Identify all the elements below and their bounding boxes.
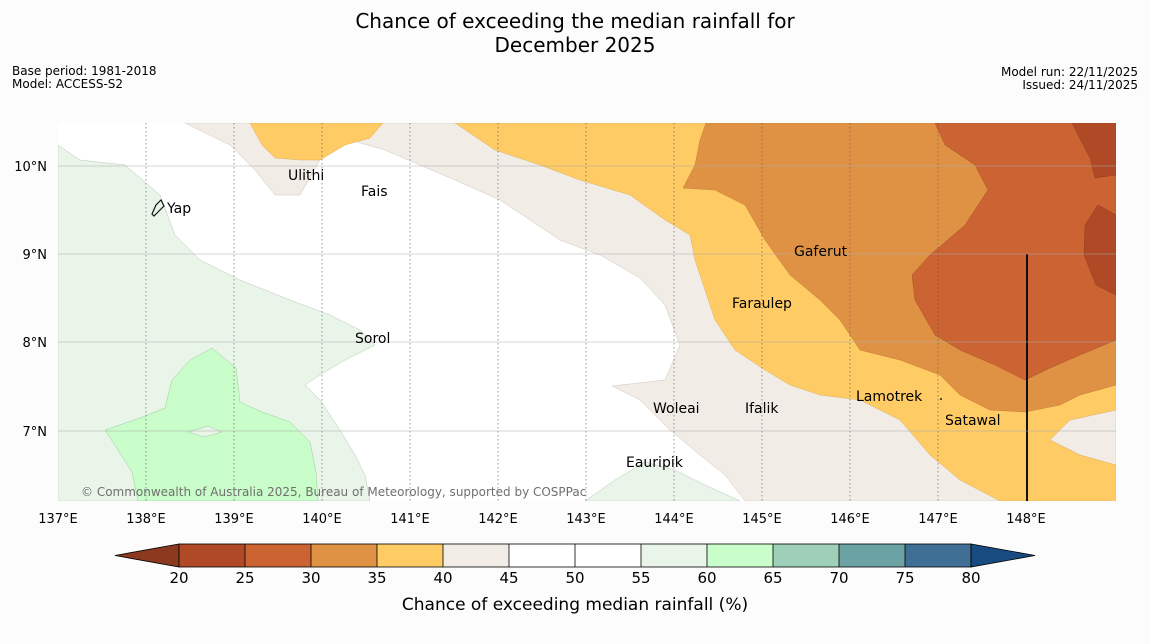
colorbar-bin-30-35	[311, 544, 377, 567]
region-55-60-south	[584, 461, 741, 501]
colorbar-tick: 35	[367, 569, 386, 587]
lon-tick: 146°E	[830, 512, 870, 527]
label-faraulep: Faraulep	[732, 296, 792, 312]
colorbar-label: Chance of exceeding median rainfall (%)	[402, 595, 748, 615]
colorbar-bin-20-25	[179, 544, 245, 567]
lon-tick: 144°E	[654, 512, 694, 527]
lon-tick: 139°E	[214, 512, 254, 527]
colorbar-tick: 80	[961, 569, 980, 587]
lon-tick: 145°E	[742, 512, 782, 527]
colorbar-tick: 50	[565, 569, 584, 587]
meta-left: Base period: 1981-2018 Model: ACCESS-S2	[12, 65, 157, 91]
colorbar-ticks: 20 25 30 35 40 45 50 55 60 65 70 75 80	[169, 569, 980, 587]
colorbar-bin-45-50	[509, 544, 575, 567]
region-35-40-northwest	[249, 123, 384, 161]
title-line-1: Chance of exceeding the median rainfall …	[355, 9, 795, 33]
map-area	[58, 123, 1116, 501]
lat-tick-labels: 10°N 9°N 8°N 7°N	[14, 160, 47, 440]
colorbar-tick: 75	[895, 569, 914, 587]
colorbar-under-arrow	[114, 543, 180, 568]
region-60-65	[104, 347, 319, 501]
lon-tick: 138°E	[126, 512, 166, 527]
colorbar-tick: 30	[301, 569, 320, 587]
lon-tick: 148°E	[1006, 512, 1046, 527]
colorbar-tick: 70	[829, 569, 848, 587]
lon-tick: 147°E	[918, 512, 958, 527]
colorbar-tick: 25	[235, 569, 254, 587]
title-line-2: December 2025	[494, 33, 656, 57]
region-25-30	[911, 123, 1116, 381]
chart-title: Chance of exceeding the median rainfall …	[0, 9, 1150, 57]
label-woleai: Woleai	[653, 401, 700, 417]
colorbar-tick: 40	[433, 569, 452, 587]
base-period-text: Base period: 1981-2018	[12, 64, 157, 78]
lat-tick: 9°N	[23, 248, 48, 263]
meta-right: Model run: 22/11/2025 Issued: 24/11/2025	[1001, 66, 1138, 92]
colorbar-dividers	[244, 544, 906, 567]
colorbar-bin-55-60	[641, 544, 707, 567]
colorbar-bin-25-30	[245, 544, 311, 567]
colorbar-bin-75-80	[905, 544, 971, 567]
label-ifalik: Ifalik	[745, 401, 779, 417]
colorbar-tick: 45	[499, 569, 518, 587]
label-yap: Yap	[166, 201, 191, 217]
lon-tick-labels: 137°E 138°E 139°E 140°E 141°E 142°E 143°…	[38, 512, 1046, 527]
colorbar-over-arrow	[970, 543, 1036, 568]
yap-island-shape	[151, 198, 165, 217]
colorbar-tick: 55	[631, 569, 650, 587]
issued-text: Issued: 24/11/2025	[1022, 78, 1138, 92]
label-lamotrek: Lamotrek	[856, 389, 923, 405]
gridlines	[145, 123, 939, 501]
colorbar-bin-35-40	[377, 544, 443, 567]
colorbar-bin-60-65	[707, 544, 773, 567]
colorbar: 20 25 30 35 40 45 50 55 60 65 70 75 80 C…	[114, 543, 1036, 615]
model-text: Model: ACCESS-S2	[12, 77, 124, 91]
place-labels: Ulithi Fais Yap Gaferut Faraulep Sorol L…	[166, 168, 1000, 471]
place-markers	[940, 398, 942, 400]
lat-gridlines	[58, 165, 1116, 432]
colorbar-tick: 20	[169, 569, 188, 587]
colorbar-tick: 60	[697, 569, 716, 587]
colorbar-bin-40-45	[443, 544, 509, 567]
region-20-25-ne	[1071, 123, 1116, 179]
region-55-60-west	[58, 144, 376, 501]
lon-tick: 143°E	[566, 512, 606, 527]
region-20-25-e	[1083, 204, 1116, 296]
lat-tick: 10°N	[14, 160, 47, 175]
colorbar-tick: 65	[763, 569, 782, 587]
label-ulithi: Ulithi	[288, 168, 324, 184]
region-55-60-hole	[187, 425, 223, 438]
lat-tick: 8°N	[23, 336, 48, 351]
colorbar-bin-70-75	[839, 544, 905, 567]
lon-tick: 141°E	[390, 512, 430, 527]
label-eauripik: Eauripik	[626, 455, 684, 471]
lon-tick: 140°E	[302, 512, 342, 527]
label-gaferut: Gaferut	[794, 244, 848, 260]
colorbar-bin-50-55	[575, 544, 641, 567]
lon-tick: 137°E	[38, 512, 78, 527]
lon-tick: 142°E	[478, 512, 518, 527]
colorbar-bin-65-70	[773, 544, 839, 567]
lat-tick: 7°N	[23, 425, 48, 440]
label-fais: Fais	[361, 184, 388, 200]
copyright-text: © Commonwealth of Australia 2025, Bureau…	[81, 485, 586, 499]
label-satawal: Satawal	[945, 413, 1000, 429]
model-run-text: Model run: 22/11/2025	[1000, 65, 1138, 79]
label-sorol: Sorol	[355, 331, 390, 347]
